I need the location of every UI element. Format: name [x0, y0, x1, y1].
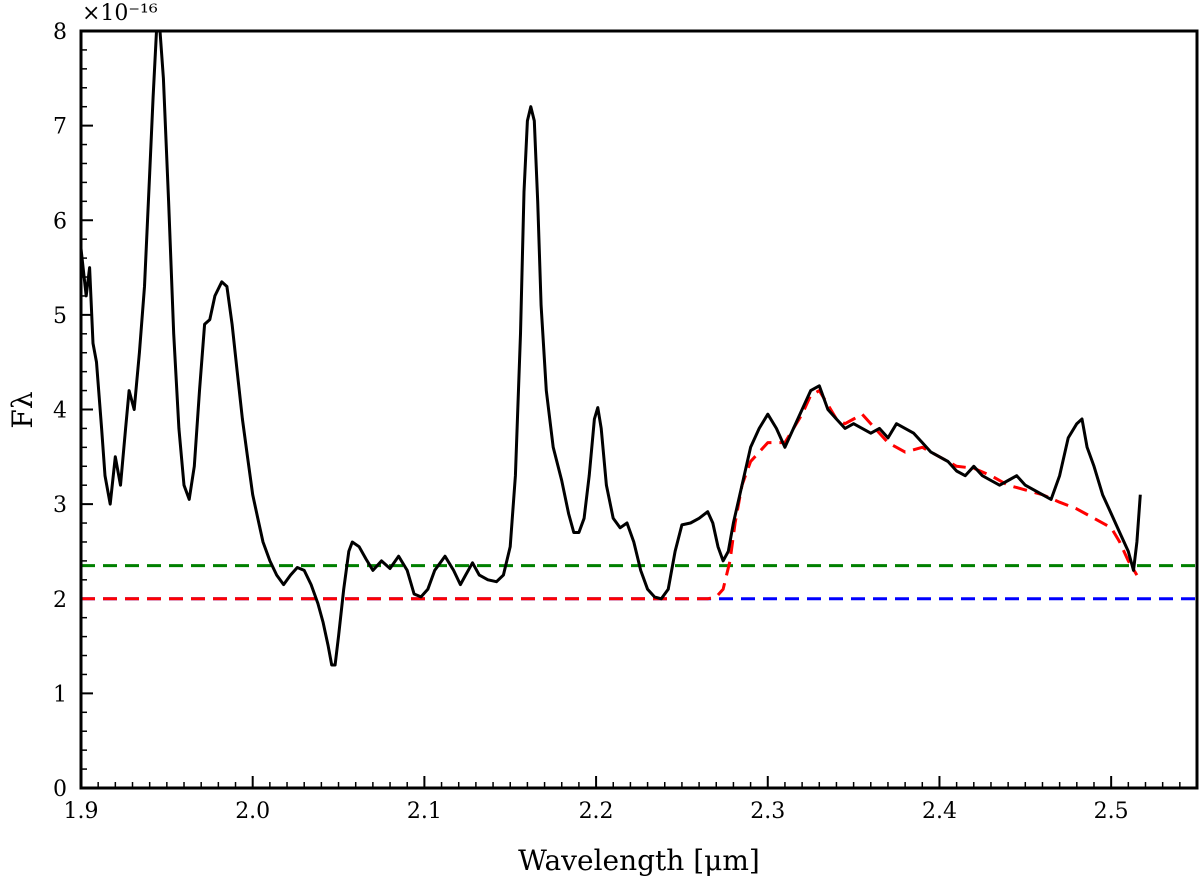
plot-frame: [79, 29, 1199, 790]
series-group: [79, 29, 1197, 667]
y-tick-label: 8: [53, 20, 67, 45]
y-tick-label: 2: [53, 588, 67, 613]
x-tick-label: 2.0: [235, 799, 270, 824]
y-tick-label: 4: [53, 399, 67, 424]
x-axis-title: Wavelength [μm]: [518, 844, 760, 877]
y-tick-label: 1: [53, 682, 67, 707]
axis-ticks: 1.9 2.0 2.1 2.2 2.3 2.4 2.5 0 1 2 3 4 5 6 7 8: [53, 20, 1198, 824]
series-line-1: [81, 389, 1139, 601]
x-tick-label: 2.5: [1094, 799, 1129, 824]
y-tick-label: 7: [53, 115, 67, 140]
x-tick-label: 1.9: [64, 799, 99, 824]
y-tick-label: 0: [53, 777, 67, 802]
y-tick-label: 3: [53, 493, 67, 518]
x-tick-label: 2.4: [922, 799, 957, 824]
x-tick-label: 2.1: [407, 799, 442, 824]
x-tick-label: 2.2: [579, 799, 614, 824]
y-axis-title: Fλ: [6, 391, 39, 428]
y-tick-label: 5: [53, 304, 67, 329]
y-tick-label: 6: [53, 209, 67, 234]
x-tick-label: 2.3: [750, 799, 785, 824]
y-multiplier-label: ×10⁻¹⁶: [82, 1, 158, 26]
series-line-0: [79, 29, 1142, 667]
